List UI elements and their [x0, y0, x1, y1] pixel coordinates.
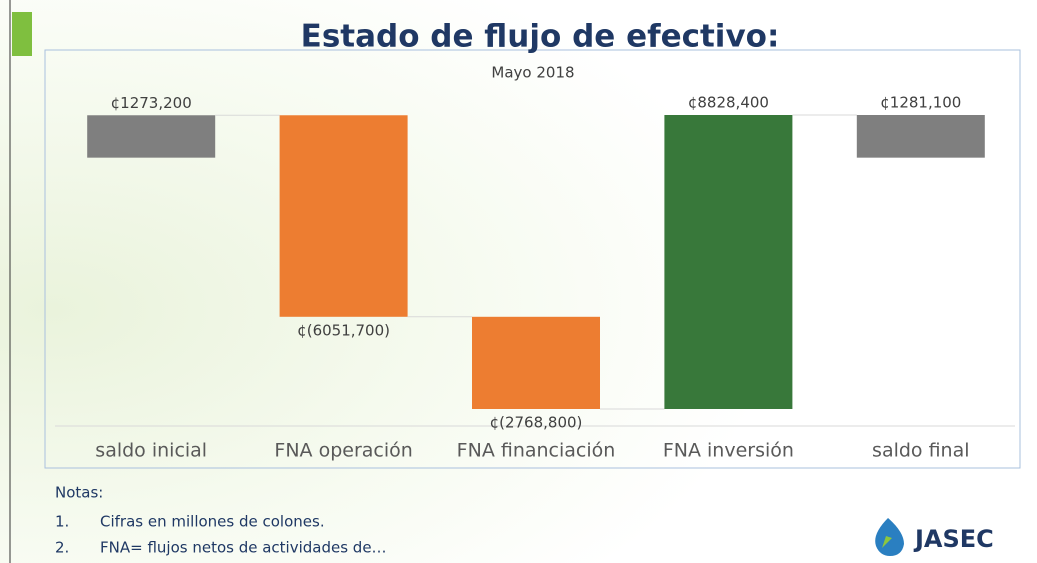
x-tick-label: saldo inicial [95, 440, 207, 462]
plot-border [44, 49, 1021, 469]
bar [472, 316, 600, 409]
note-number: 1. [55, 513, 69, 531]
note-text: FNA= flujos netos de actividades de… [100, 539, 387, 557]
bar [856, 115, 985, 158]
bar [664, 115, 793, 409]
x-tick-label: saldo final [872, 440, 969, 462]
chart-title: Estado de flujo de efectivo: [301, 19, 780, 55]
x-tick-label: FNA inversión [663, 440, 794, 462]
data-label: ¢1281,100 [880, 94, 961, 112]
bar [279, 115, 408, 317]
logo-text: JASEC [913, 525, 994, 553]
note-number: 2. [55, 539, 69, 557]
data-label: ¢(2768,800) [490, 414, 583, 432]
accent-bar [12, 12, 32, 56]
data-label: ¢1273,200 [111, 94, 192, 112]
bar [87, 115, 216, 158]
chart-subtitle: Mayo 2018 [491, 64, 574, 82]
x-tick-label: FNA operación [274, 440, 412, 462]
data-label: ¢8828,400 [688, 94, 769, 112]
x-tick-label: FNA financiación [457, 440, 616, 462]
notes-heading: Notas: [55, 484, 103, 502]
note-text: Cifras en millones de colones. [100, 513, 325, 531]
logo-icon [875, 518, 904, 556]
data-label: ¢(6051,700) [297, 321, 390, 339]
